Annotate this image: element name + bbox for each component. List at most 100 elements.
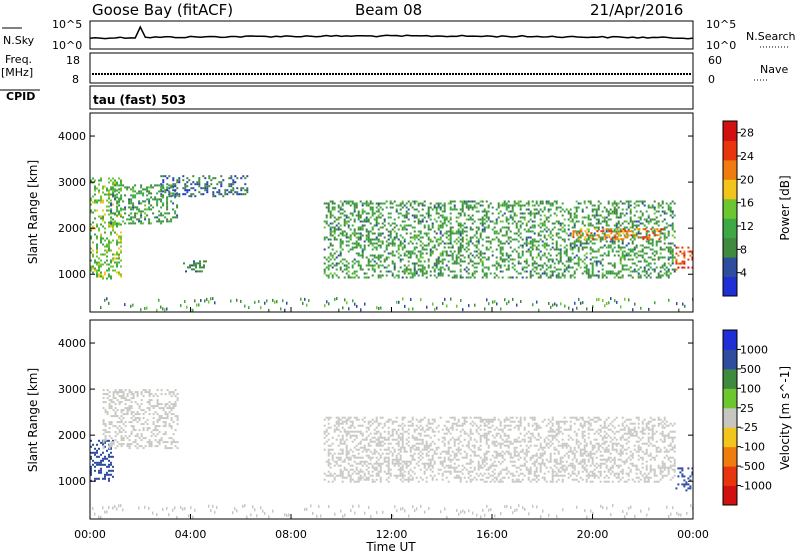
echo-cell xyxy=(567,258,570,261)
echo-cell xyxy=(148,445,151,448)
echo-cell xyxy=(136,447,139,450)
echo-cell xyxy=(653,230,656,233)
echo-cell xyxy=(439,236,442,239)
echo-cell xyxy=(134,214,137,217)
echo-cell xyxy=(349,476,352,479)
echo-cell xyxy=(485,272,488,275)
echo-cell xyxy=(555,246,558,249)
echo-cell xyxy=(517,254,520,257)
echo-cell xyxy=(351,450,354,453)
echo-cell xyxy=(555,240,558,243)
echo-cell xyxy=(357,218,360,221)
echo-cell xyxy=(128,200,131,203)
echo-cell xyxy=(450,297,452,301)
echo-cell xyxy=(369,202,372,205)
echo-cell xyxy=(164,421,167,424)
echo-cell xyxy=(481,244,484,247)
echo-cell xyxy=(425,446,428,449)
echo-cell xyxy=(377,458,380,461)
echo-cell xyxy=(377,464,380,467)
echo-cell xyxy=(200,187,203,190)
echo-cell xyxy=(100,306,102,310)
echo-cell xyxy=(357,442,360,445)
echo-cell xyxy=(339,200,342,203)
echo-cell xyxy=(435,452,438,455)
echo-cell xyxy=(629,248,632,251)
echo-cell xyxy=(661,256,664,259)
echo-cell xyxy=(461,228,464,231)
echo-cell xyxy=(471,208,474,211)
echo-cell xyxy=(610,297,612,301)
echo-cell xyxy=(170,391,173,394)
echo-cell xyxy=(144,188,147,191)
echo-cell xyxy=(457,464,460,467)
echo-cell xyxy=(337,420,340,423)
echo-cell xyxy=(405,224,408,227)
echo-cell xyxy=(106,187,108,190)
echo-cell xyxy=(646,236,649,239)
echo-cell xyxy=(337,204,340,207)
echo-cell xyxy=(92,253,94,256)
echo-cell xyxy=(575,220,578,223)
echo-cell xyxy=(341,234,344,237)
echo-cell xyxy=(469,458,472,461)
echo-cell xyxy=(413,208,416,211)
echo-cell xyxy=(487,218,490,221)
echo-cell xyxy=(487,224,490,227)
echo-cell xyxy=(621,208,624,211)
echo-cell xyxy=(395,442,398,445)
echo-cell xyxy=(116,196,119,199)
echo-cell xyxy=(144,411,147,414)
echo-cell xyxy=(603,274,606,277)
echo-cell xyxy=(335,438,338,441)
echo-cell xyxy=(373,468,376,471)
echo-cell xyxy=(375,420,378,423)
echo-cell xyxy=(367,234,370,237)
echo-cell xyxy=(184,300,186,303)
echo-cell xyxy=(577,256,580,259)
echo-cell xyxy=(621,240,624,243)
echo-cell xyxy=(616,238,619,241)
echo-cell xyxy=(134,391,137,394)
echo-cell xyxy=(379,264,382,267)
echo-cell xyxy=(359,236,362,239)
echo-cell xyxy=(327,418,330,421)
echo-cell xyxy=(357,236,360,239)
echo-cell xyxy=(473,454,476,457)
echo-cell xyxy=(467,442,470,445)
echo-cell xyxy=(90,269,92,272)
echo-cell xyxy=(377,264,380,267)
echo-cell xyxy=(613,264,616,267)
echo-cell xyxy=(481,270,484,273)
echo-cell xyxy=(136,391,139,394)
echo-cell xyxy=(391,446,394,449)
echo-cell xyxy=(397,428,400,431)
echo-cell xyxy=(463,466,466,469)
echo-cell xyxy=(375,442,378,445)
echo-cell xyxy=(114,196,117,199)
echo-cell xyxy=(471,236,474,239)
echo-cell xyxy=(545,242,548,245)
echo-cell xyxy=(433,434,436,437)
echo-cell xyxy=(661,210,664,213)
echo-cell xyxy=(653,200,656,203)
echo-cell xyxy=(634,302,636,306)
echo-cell xyxy=(104,423,107,426)
echo-cell xyxy=(583,242,586,245)
echo-cell xyxy=(645,246,648,249)
echo-cell xyxy=(621,252,624,255)
echo-cell xyxy=(379,260,382,263)
echo-cell xyxy=(605,254,608,257)
echo-cell xyxy=(651,206,654,209)
echo-cell xyxy=(669,214,672,217)
echo-cell xyxy=(154,427,157,430)
echo-cell xyxy=(663,226,666,229)
echo-cell xyxy=(407,252,410,255)
echo-cell xyxy=(509,276,512,279)
echo-cell xyxy=(120,389,123,392)
echo-cell xyxy=(531,230,534,233)
echo-cell xyxy=(397,462,400,465)
echo-cell xyxy=(447,420,450,423)
echo-cell xyxy=(401,446,404,449)
echo-cell xyxy=(421,452,424,455)
